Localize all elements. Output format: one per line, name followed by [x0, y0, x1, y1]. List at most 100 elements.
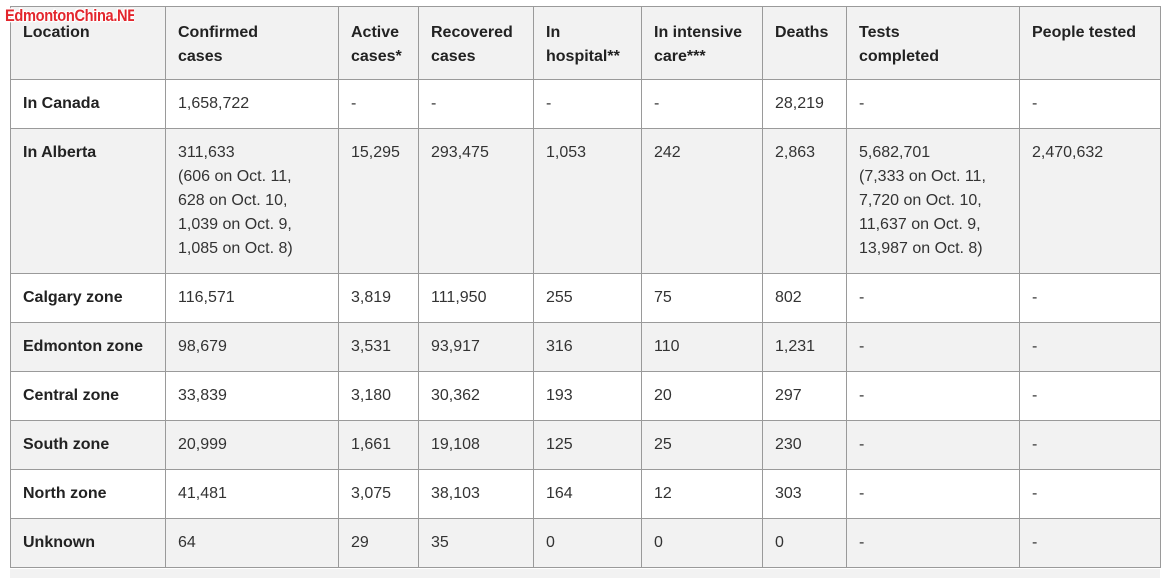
cell-tests: 5,682,701 (7,333 on Oct. 11, 7,720 on Oct.…: [846, 128, 1020, 274]
site-watermark-logo: EdmontonChina.NET: [5, 7, 134, 26]
table-body: In Canada 1,658,722- - - -28,219- - In Alberta…: [10, 79, 1161, 568]
header-in-hospital: In hospital**: [533, 6, 642, 80]
cell-confirmed: 98,679: [165, 322, 339, 372]
cell-hospital: 316: [533, 322, 642, 372]
cell-recovered: 38,103: [418, 469, 534, 519]
cell-confirmed-line: 20,999: [178, 436, 227, 453]
cell-people: 2,470,632: [1019, 128, 1161, 274]
cell-tests-line: -: [859, 485, 865, 502]
cell-tests-line: -: [859, 338, 865, 355]
cell-people: -: [1019, 79, 1161, 129]
cell-hospital: 125: [533, 420, 642, 470]
cell-location: Central zone: [10, 371, 166, 421]
cell-people: -: [1019, 371, 1161, 421]
cell-active: 1,661: [338, 420, 419, 470]
covid-stats-table-container: Location Confirmed cases Active cases* Rec…: [10, 6, 1161, 568]
cell-hospital: 164: [533, 469, 642, 519]
cell-recovered: 293,475: [418, 128, 534, 274]
cell-icu: 110: [641, 322, 763, 372]
cell-icu: 242: [641, 128, 763, 274]
cell-location: In Alberta: [10, 128, 166, 274]
cell-people: -: [1019, 469, 1161, 519]
cell-active: 3,180: [338, 371, 419, 421]
cell-tests-line: -: [859, 534, 865, 551]
cell-icu: 12: [641, 469, 763, 519]
cell-confirmed-line: 1,658,722: [178, 95, 250, 112]
cell-people: -: [1019, 273, 1161, 323]
cell-confirmed-line: 628 on Oct. 10,: [178, 192, 288, 209]
table-row: In Canada 1,658,722- - - -28,219- -: [10, 79, 1161, 129]
header-tests-completed: Tests completed: [846, 6, 1020, 80]
cell-tests-line: 11,637 on Oct. 9,: [859, 216, 981, 233]
cell-tests-line: -: [859, 387, 865, 404]
cell-tests: -: [846, 469, 1020, 519]
cell-confirmed: 1,658,722: [165, 79, 339, 129]
cell-confirmed-line: 41,481: [178, 485, 227, 502]
table-row: North zone 41,481 3,075 38,103 164 12 303- -: [10, 469, 1161, 519]
cell-icu: 20: [641, 371, 763, 421]
cell-confirmed-line: 1,085 on Oct. 8): [178, 240, 293, 257]
cell-active: 29: [338, 518, 419, 568]
cell-recovered: 19,108: [418, 420, 534, 470]
cell-hospital: 0: [533, 518, 642, 568]
cell-recovered: -: [418, 79, 534, 129]
cell-confirmed: 116,571: [165, 273, 339, 323]
cell-location: In Canada: [10, 79, 166, 129]
cell-confirmed-line: 116,571: [178, 289, 235, 306]
cell-tests-line: 7,720 on Oct. 10,: [859, 192, 982, 209]
cell-confirmed-line: 98,679: [178, 338, 227, 355]
cell-recovered: 35: [418, 518, 534, 568]
cell-confirmed-line: 311,633: [178, 144, 235, 161]
cell-confirmed: 311,633 (606 on Oct. 11, 628 on Oct. 10, 1,…: [165, 128, 339, 274]
cell-tests-line: -: [859, 95, 865, 112]
table-row: Unknown 64 29 35 0 0 0- -: [10, 518, 1161, 568]
cell-deaths: 1,231: [762, 322, 847, 372]
header-recovered-cases: Recovered cases: [418, 6, 534, 80]
cell-icu: 25: [641, 420, 763, 470]
cell-active: 15,295: [338, 128, 419, 274]
cell-deaths: 303: [762, 469, 847, 519]
header-people-tested: People tested: [1019, 6, 1161, 80]
table-row: In Alberta 311,633 (606 on Oct. 11, 628 on …: [10, 128, 1161, 274]
cell-confirmed-line: 64: [178, 534, 196, 551]
cell-confirmed: 20,999: [165, 420, 339, 470]
header-location: Location: [10, 6, 166, 80]
table-header-row: Location Confirmed cases Active cases* Rec…: [10, 6, 1161, 80]
cell-active: 3,819: [338, 273, 419, 323]
cell-confirmed-line: 1,039 on Oct. 9,: [178, 216, 292, 233]
cell-deaths: 802: [762, 273, 847, 323]
cell-location: Calgary zone: [10, 273, 166, 323]
header-active-cases: Active cases*: [338, 6, 419, 80]
cell-active: 3,531: [338, 322, 419, 372]
cell-location: Unknown: [10, 518, 166, 568]
table-row: Calgary zone 116,571 3,819 111,950 255 75 802-…: [10, 273, 1161, 323]
cell-tests-line: -: [859, 289, 865, 306]
cell-tests: -: [846, 79, 1020, 129]
cell-hospital: -: [533, 79, 642, 129]
cell-tests-line: 5,682,701: [859, 144, 931, 161]
cell-location: Edmonton zone: [10, 322, 166, 372]
table-row: Central zone 33,839 3,180 30,362 193 20 297- -: [10, 371, 1161, 421]
cell-people: -: [1019, 322, 1161, 372]
cell-hospital: 193: [533, 371, 642, 421]
cell-active: 3,075: [338, 469, 419, 519]
cell-icu: -: [641, 79, 763, 129]
cell-deaths: 230: [762, 420, 847, 470]
cell-confirmed-line: 33,839: [178, 387, 227, 404]
cell-icu: 0: [641, 518, 763, 568]
cell-deaths: 0: [762, 518, 847, 568]
cell-deaths: 28,219: [762, 79, 847, 129]
cell-tests: -: [846, 322, 1020, 372]
cell-confirmed: 33,839: [165, 371, 339, 421]
header-intensive-care: In intensive care***: [641, 6, 763, 80]
covid-stats-table: Location Confirmed cases Active cases* Rec…: [10, 6, 1161, 568]
cell-deaths: 2,863: [762, 128, 847, 274]
cell-confirmed-line: (606 on Oct. 11,: [178, 168, 292, 185]
cell-people: -: [1019, 420, 1161, 470]
table-row: South zone 20,999 1,661 19,108 125 25 230- -: [10, 420, 1161, 470]
cell-people: -: [1019, 518, 1161, 568]
cell-tests: -: [846, 420, 1020, 470]
svg-text:EdmontonChina.NET: EdmontonChina.NET: [5, 7, 134, 25]
cell-hospital: 1,053: [533, 128, 642, 274]
cell-deaths: 297: [762, 371, 847, 421]
